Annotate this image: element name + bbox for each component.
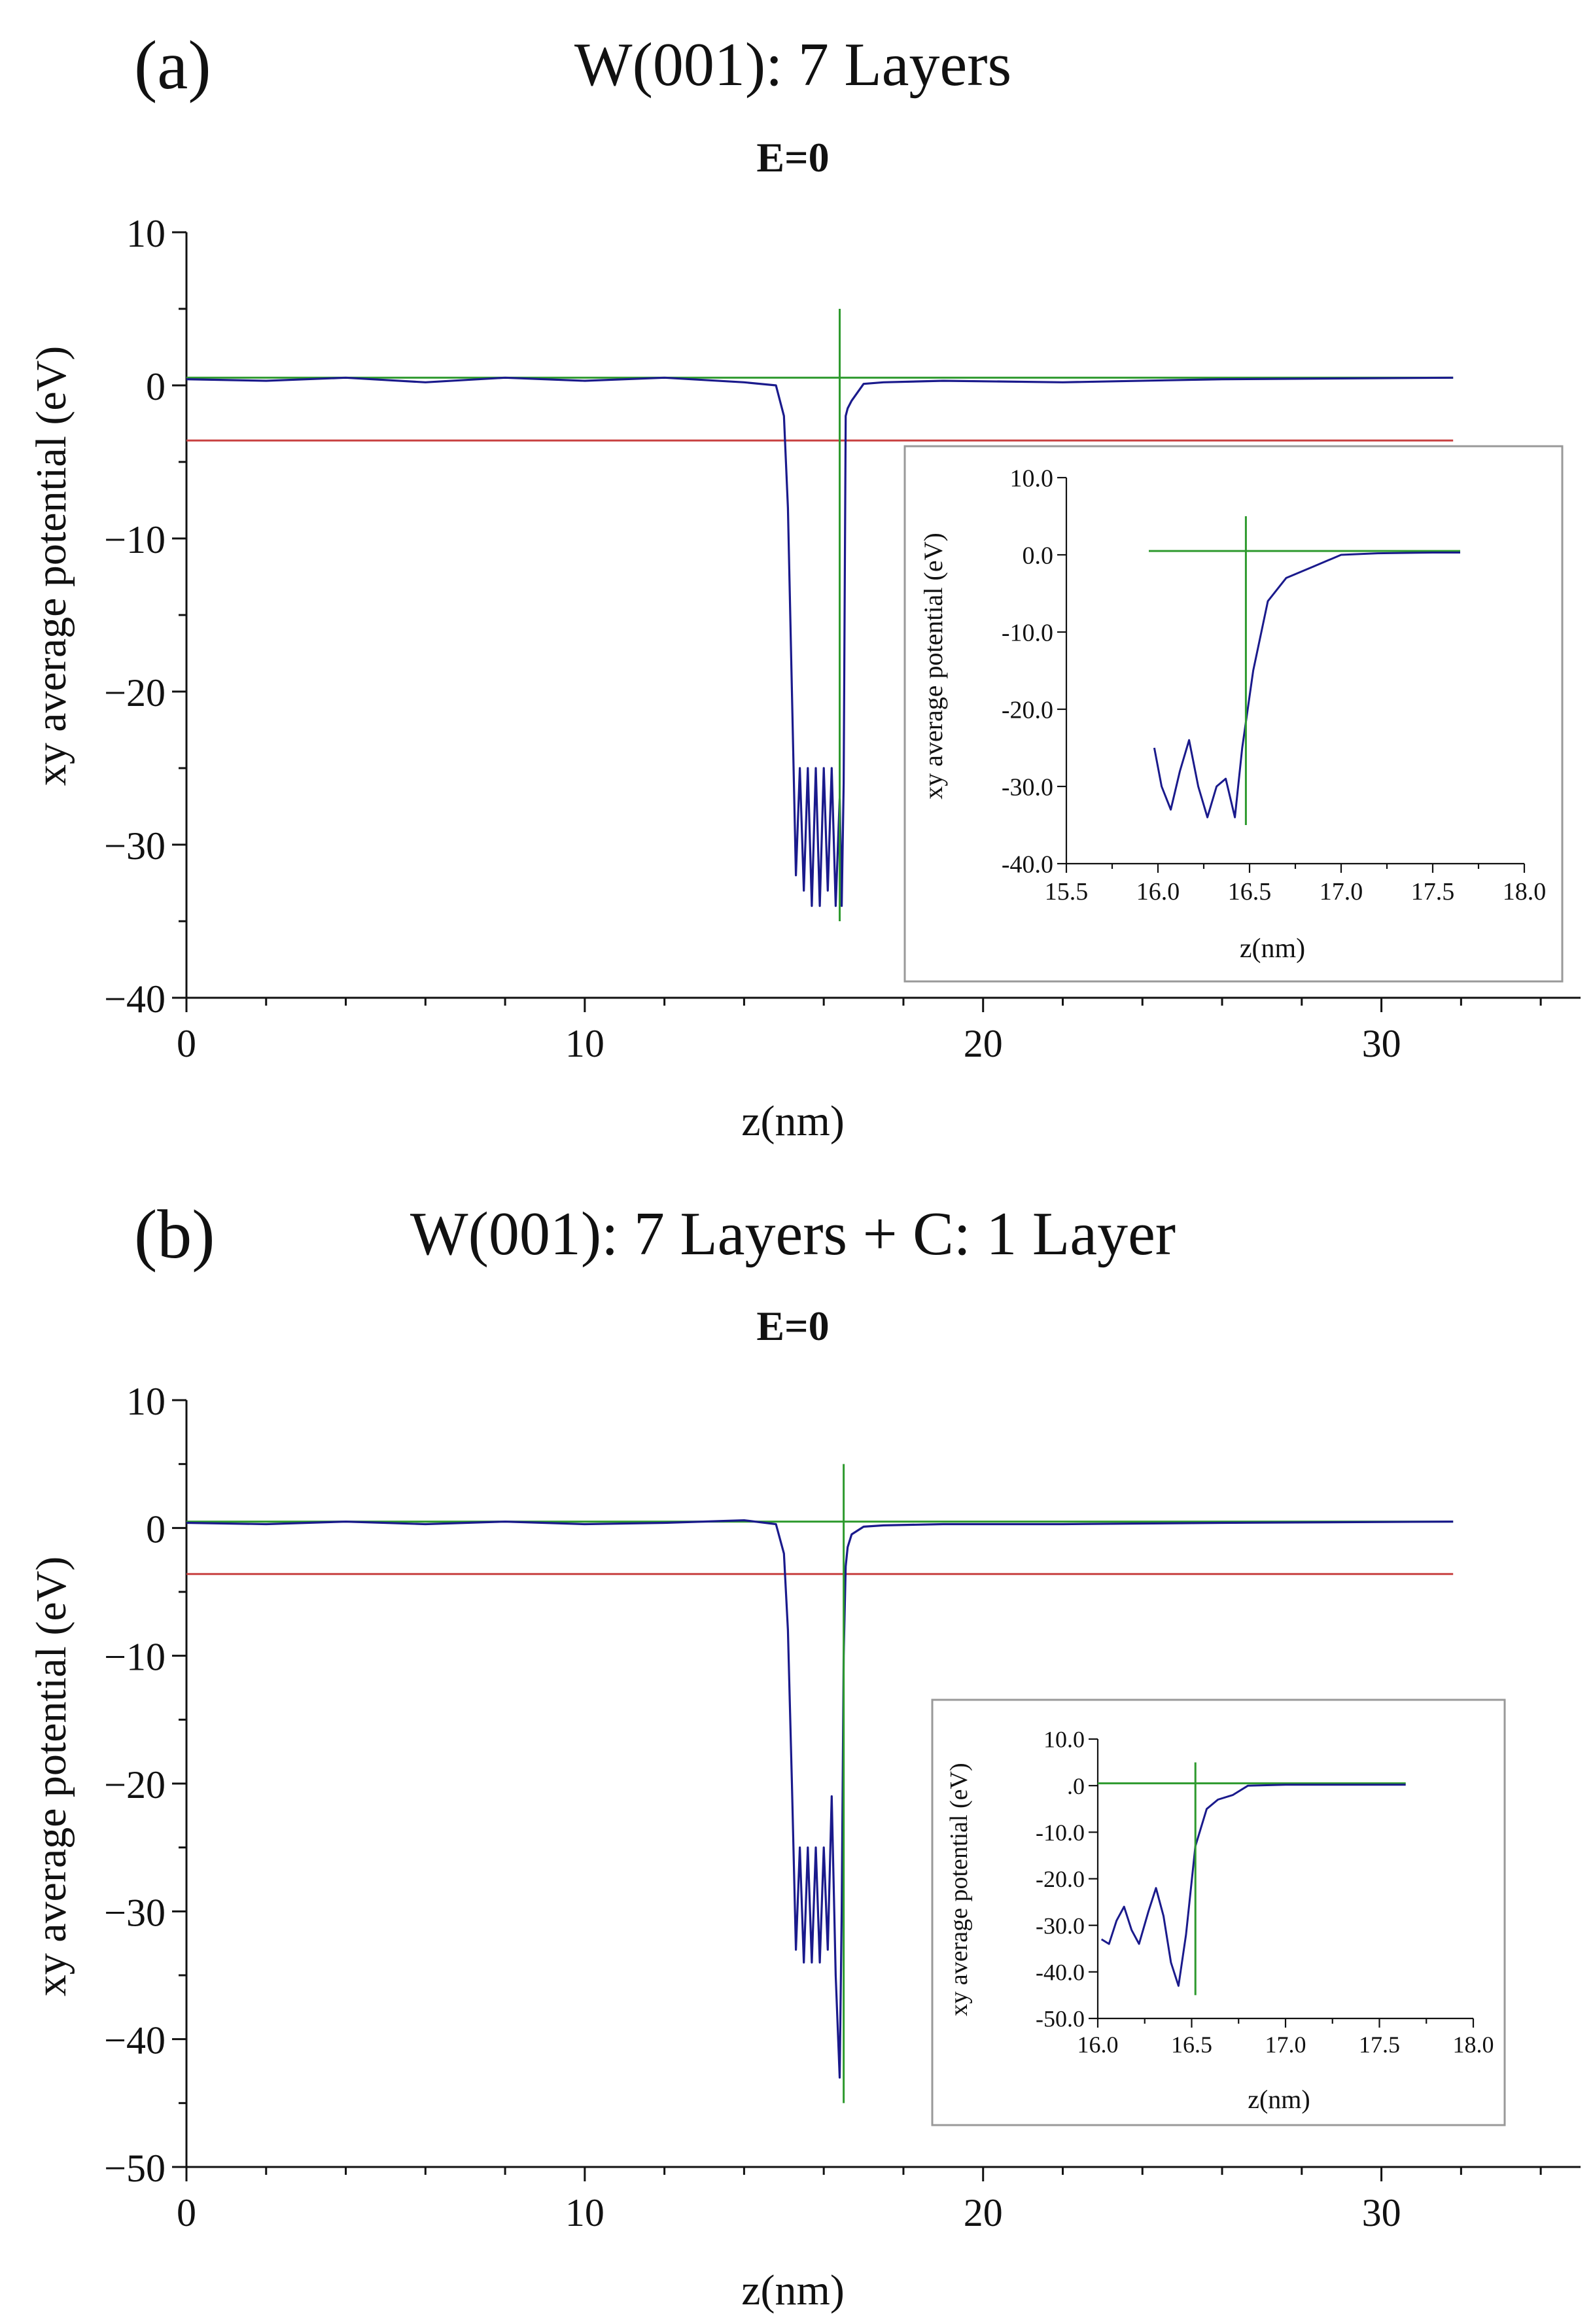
panel-b-inset-x-tick-label: 16.0 [1077, 2032, 1119, 2058]
panel-a-y-tick-label: −40 [104, 977, 166, 1021]
panel-a-inset-x-tick-label: 17.0 [1320, 878, 1363, 906]
panel-b-inset-x-tick-label: 18.0 [1453, 2032, 1494, 2058]
panel-a-inset-x-tick-label: 18.0 [1503, 878, 1547, 906]
panel-b-x-tick-label: 0 [177, 2191, 196, 2234]
panel-a-inset-y-tick-label: -20.0 [1002, 696, 1053, 724]
panel-b-series-potential [186, 1519, 1454, 2079]
panel-a-inset-plot: 10.0 0.0 -10.0 -20.0 -30.0 -40.015.5 16.0 16.5 1… [1002, 465, 1546, 906]
panel-a-y-tick-label: 10 [126, 212, 166, 255]
panel-a-plot: 10 0 −10 −20 −30 −40 0 10 20 30 [104, 212, 1581, 1065]
panel-b-inset-y-tick-label: .0 [1067, 1773, 1085, 1799]
panel-a-inset-x-tick-label: 16.5 [1228, 878, 1272, 906]
panel-b-y-tick-label: −20 [104, 1763, 166, 1806]
panel-b-ylabel: xy average potential (eV) [27, 1557, 75, 1997]
panel-a-x-tick-label: 30 [1362, 1022, 1401, 1065]
panel-a-inset-xlabel: z(nm) [1240, 934, 1305, 964]
panel-b-xlabel: z(nm) [741, 2266, 845, 2314]
panel-a-inset-y-tick-label: -30.0 [1002, 773, 1053, 801]
panel-b-plot: 10 0 −10 −20 −30 −40 −50 0 10 20 30 [104, 1380, 1581, 2234]
panel-b-label: (b) [134, 1196, 215, 1273]
panel-b-x-tick-label: 10 [565, 2191, 604, 2234]
panel-b-title: W(001): 7 Layers + C: 1 Layer [410, 1200, 1176, 1268]
panel-a-x-tick-label: 20 [964, 1022, 1003, 1065]
panel-b-inset-series-potential [1100, 1784, 1406, 1987]
panel-b-inset-y-tick-label: 10.0 [1043, 1727, 1085, 1753]
panel-a-inset-series-potential [1153, 552, 1460, 819]
panel-a-y-tick-label: −30 [104, 824, 166, 868]
panel-b-inset-ylabel: xy average potential (eV) [945, 1763, 973, 2016]
panel-b-x-tick-label: 20 [964, 2191, 1003, 2234]
panel-b-inset-y-tick-label: -50.0 [1036, 2006, 1085, 2032]
panel-a-subtitle: E=0 [756, 134, 829, 181]
panel-b-inset-xlabel: z(nm) [1248, 2085, 1310, 2114]
panel-b-inset-y-tick-label: -40.0 [1036, 1959, 1085, 1985]
panel-a-y-tick-label: −20 [104, 671, 166, 714]
panel-b-y-tick-label: −10 [104, 1636, 166, 1679]
panel-a-inset-y-tick-label: -40.0 [1002, 851, 1053, 878]
panel-b-x-tick-label: 30 [1362, 2191, 1401, 2234]
panel-b-inset-y-tick-label: -20.0 [1036, 1866, 1085, 1892]
panel-a-inset-x-tick-label: 17.5 [1411, 878, 1455, 906]
panel-a-xlabel: z(nm) [741, 1097, 845, 1145]
panel-a-inset-y-tick-label: 0.0 [1023, 542, 1054, 569]
panel-a-ylabel: xy average potential (eV) [27, 346, 75, 786]
panel-b-inset-x-tick-label: 17.5 [1359, 2032, 1400, 2058]
panel-a-x-tick-label: 0 [177, 1022, 196, 1065]
panel-b-y-tick-label: −50 [104, 2147, 166, 2190]
panel-a-label: (a) [134, 27, 211, 103]
panel-a-inset-x-tick-label: 16.0 [1136, 878, 1180, 906]
panel-a-series-potential [186, 376, 1454, 907]
panel-a-y-tick-label: −10 [104, 518, 166, 561]
panel-a-x-tick-label: 10 [565, 1022, 604, 1065]
panel-b-subtitle: E=0 [756, 1303, 829, 1349]
panel-b-inset-y-tick-label: -10.0 [1036, 1820, 1085, 1846]
panel-a-inset-ylabel: xy average potential (eV) [919, 533, 948, 800]
panel-b-inset-x-tick-label: 17.0 [1265, 2032, 1306, 2058]
panel-b-inset-plot: 10.0 .0 -10.0 -20.0 -30.0 -40.0 -50.016.0 16.5 1… [1036, 1727, 1494, 2058]
panel-a-title: W(001): 7 Layers [574, 31, 1011, 99]
panel-b-y-tick-label: −30 [104, 1891, 166, 1934]
panel-b-inset-x-tick-label: 16.5 [1171, 2032, 1212, 2058]
panel-b-inset-frame [931, 1699, 1506, 2126]
panel-b-y-tick-label: 10 [126, 1380, 166, 1423]
panel-a-inset-x-tick-label: 15.5 [1045, 878, 1089, 906]
panel-a-y-tick-label: 0 [146, 365, 166, 408]
panel-a-inset-y-tick-label: 10.0 [1010, 465, 1054, 492]
panel-a-inset-frame [903, 445, 1564, 983]
panel-b-inset-y-tick-label: -30.0 [1036, 1912, 1085, 1939]
panel-b-y-tick-label: −40 [104, 2019, 166, 2062]
panel-a-inset-y-tick-label: -10.0 [1002, 619, 1053, 646]
panel-b-y-tick-label: 0 [146, 1507, 166, 1551]
